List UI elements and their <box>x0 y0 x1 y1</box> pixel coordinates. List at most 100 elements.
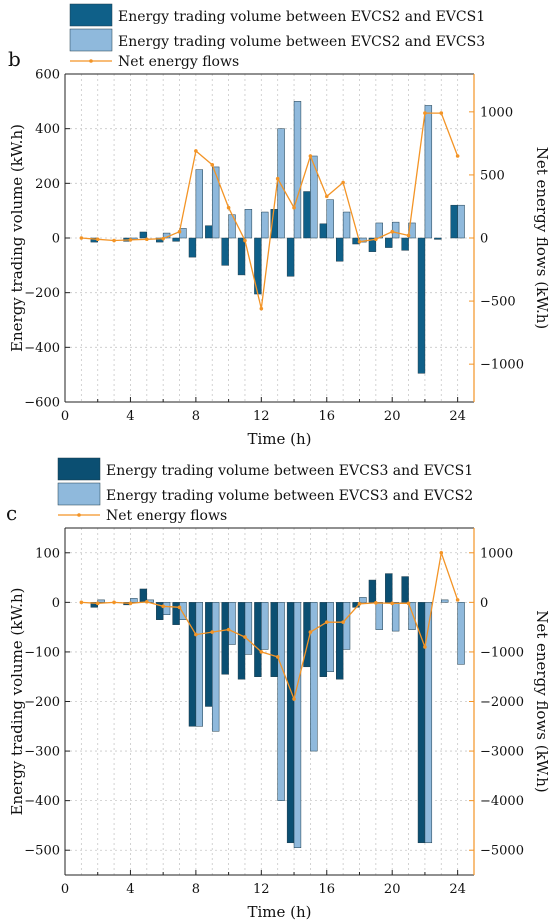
y-right-tick-label: 0 <box>480 596 488 611</box>
net-flow-point-20 <box>390 601 395 606</box>
bar-series1-23 <box>434 237 442 240</box>
y-right-tick-label: −1000 <box>480 645 524 660</box>
net-flow-point-5 <box>145 600 149 604</box>
bar-series2-20 <box>391 602 400 632</box>
bar-series2-21 <box>408 222 416 239</box>
bar-series1-9 <box>205 225 213 239</box>
bar-series2-17 <box>342 602 351 650</box>
x-tick-label: 4 <box>126 409 134 424</box>
x-tick-label: 24 <box>449 409 466 424</box>
legend-label-series2: Energy trading volume between EVCS3 and … <box>106 488 473 504</box>
bar-series2-8 <box>195 602 204 727</box>
net-flow-point-1 <box>79 600 84 605</box>
net-flow-line <box>81 550 459 702</box>
net-flow-point-13 <box>275 655 280 659</box>
bar-series2-14 <box>293 101 302 239</box>
net-flow-point-17 <box>341 620 345 624</box>
bar-series1-11 <box>237 602 246 680</box>
bar-series2-22 <box>424 105 433 239</box>
net-flow-point-9 <box>210 163 215 167</box>
bar-series1-8 <box>188 602 197 727</box>
x-tick-label: 20 <box>384 409 401 424</box>
legend-swatch-line-marker <box>77 513 81 517</box>
y-tick-label: −200 <box>24 286 60 301</box>
net-flow-point-6 <box>161 604 165 609</box>
bar-series1-16 <box>319 223 328 239</box>
bar-series2-12 <box>261 211 269 239</box>
chart-panel-c: 0 4 8 12 16 20 24−500−400−300−200−1000100−5000… <box>6 457 550 921</box>
panel-label: b <box>8 47 21 71</box>
net-flow-point-16 <box>324 620 329 624</box>
net-flow-point-19 <box>374 601 378 605</box>
bar-series2-10 <box>228 602 236 645</box>
y-tick-label: 100 <box>35 546 60 561</box>
x-tick-label: 0 <box>61 882 69 897</box>
bar-series1-5 <box>139 231 148 239</box>
net-flow-point-10 <box>226 627 231 632</box>
bar-series1-24 <box>450 204 458 239</box>
x-tick-label: 16 <box>318 409 335 424</box>
net-flow-point-24 <box>455 598 460 602</box>
bar-series2-11 <box>244 209 253 239</box>
y-right-axis-title: Net energy flows (kW.h) <box>533 147 550 330</box>
net-flow-point-3 <box>112 238 116 243</box>
bar-series1-17 <box>335 237 344 262</box>
net-flow-point-23 <box>439 550 444 555</box>
bar-series2-13 <box>277 602 285 801</box>
bar-series2-24 <box>457 602 465 665</box>
net-flow-point-15 <box>308 630 313 634</box>
net-flow-point-7 <box>177 605 182 610</box>
legend-label-line: Net energy flows <box>106 508 227 524</box>
y-tick-label: 600 <box>35 68 60 83</box>
x-tick-label: 12 <box>253 882 270 897</box>
bar-series2-24 <box>457 204 465 239</box>
bar-series1-10 <box>221 237 229 266</box>
bar-series1-16 <box>319 602 328 677</box>
y-tick-label: 400 <box>35 122 60 137</box>
y-tick-label: 0 <box>52 596 60 611</box>
net-flow-point-15 <box>308 154 313 158</box>
net-flow-point-5 <box>145 237 149 242</box>
net-flow-point-11 <box>243 635 247 639</box>
y-tick-label: −600 <box>24 396 60 411</box>
net-flow-point-12 <box>259 306 264 311</box>
bar-series2-20 <box>391 221 400 239</box>
x-tick-label: 0 <box>61 409 69 424</box>
bar-series1-5 <box>139 588 148 603</box>
net-flow-point-8 <box>194 149 198 153</box>
legend: Energy trading volume between EVCS2 and … <box>69 3 485 70</box>
bar-series2-8 <box>195 169 204 239</box>
net-flow-point-18 <box>357 602 362 606</box>
y-tick-label: −200 <box>24 695 60 710</box>
x-tick-label: 12 <box>253 409 270 424</box>
net-flow-point-20 <box>390 229 395 234</box>
legend-swatch-series2 <box>57 482 101 506</box>
y-tick-label: −400 <box>24 341 60 356</box>
y-tick-label: 0 <box>52 232 60 247</box>
net-flow-point-4 <box>128 238 133 242</box>
y-right-axis-title: Net energy flows (kW.h) <box>533 610 550 793</box>
bar-series1-14 <box>286 602 295 844</box>
net-flow-point-16 <box>324 194 329 199</box>
net-flow-point-1 <box>79 236 84 240</box>
net-flow-point-2 <box>95 237 100 242</box>
y-axis-title: Energy trading volume (kW.h) <box>8 588 26 816</box>
bar-series2-7 <box>179 228 187 239</box>
legend-label-series2: Energy trading volume between EVCS2 and … <box>118 34 485 50</box>
net-flow-point-14 <box>292 205 296 210</box>
x-tick-label: 8 <box>192 882 200 897</box>
bar-series2-18 <box>359 597 367 603</box>
bar-series1-17 <box>335 602 344 680</box>
bar-series1-15 <box>303 191 311 239</box>
y-tick-label: −100 <box>24 645 60 660</box>
net-flow-point-12 <box>259 650 264 654</box>
bar-series1-12 <box>254 602 262 677</box>
bar-series2-19 <box>375 222 383 239</box>
legend-swatch-line-marker <box>89 59 93 63</box>
y-tick-label: −400 <box>24 794 60 809</box>
y-right-tick-label: 1000 <box>480 546 513 561</box>
bar-series2-7 <box>179 602 187 620</box>
net-flow-point-21 <box>406 233 411 238</box>
